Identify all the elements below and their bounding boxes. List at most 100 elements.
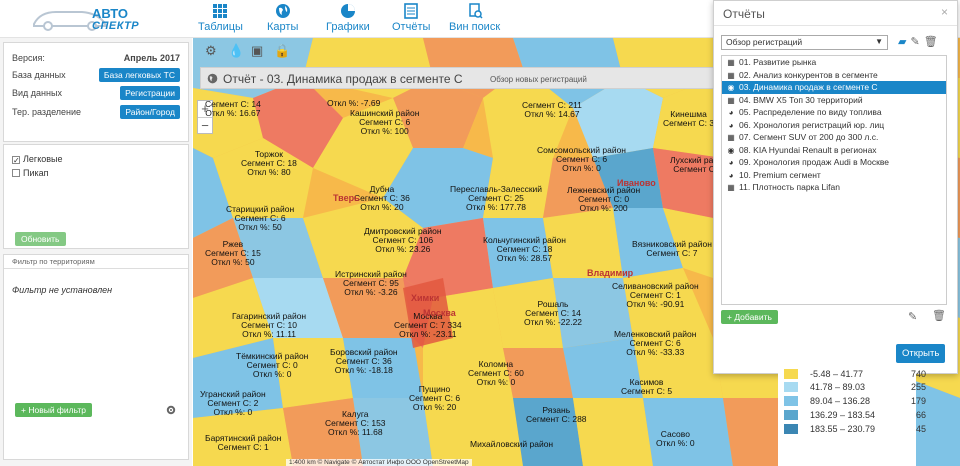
- report-group-select[interactable]: Обзор регистраций ▼: [721, 35, 888, 50]
- report-item[interactable]: ▦ 02. Анализ конкурентов в сегменте: [722, 69, 946, 82]
- report-title-bar: Отчёт - 03. Динамика продаж в сегменте С…: [200, 67, 720, 89]
- trash-icon[interactable]: 🗑: [932, 310, 946, 322]
- reports-title: Отчёты: [723, 7, 765, 21]
- pie-chart-icon: [340, 4, 355, 18]
- map-label[interactable]: Рошаль Сегмент С: 14 Откл %: -22.22: [524, 299, 583, 327]
- version-label: Версия:: [12, 53, 45, 63]
- city-label: Тверь: [333, 193, 360, 203]
- map-toolbar: ⚙ 💧 ▣ 🔒: [205, 44, 297, 62]
- map-label[interactable]: Сегмент С: 211 Откл %: 14.67: [522, 100, 582, 119]
- nav-charts[interactable]: Графики: [326, 3, 370, 33]
- report-item[interactable]: ▦ 01. Развитие рынка: [722, 56, 946, 69]
- map-label[interactable]: Кашинский район Сегмент С: 6 Откл %: 100: [350, 108, 420, 136]
- globe-icon: ◉: [727, 83, 735, 92]
- nav-maps[interactable]: Карты: [267, 3, 298, 33]
- drop-icon[interactable]: 💧: [228, 43, 245, 58]
- report-item[interactable]: ◕ 09. Хронология продаж Audi в Москве: [722, 156, 946, 169]
- map-label[interactable]: Угранский район Сегмент С: 2 Откл %: 0: [200, 389, 266, 417]
- map-label[interactable]: Кольчугинский район Сегмент С: 18 Откл %: …: [483, 235, 566, 263]
- checkbox-checked-icon[interactable]: ✓: [12, 156, 20, 165]
- report-item[interactable]: ◉ 08. KIA Hyundai Renault в регионах: [722, 144, 946, 157]
- map-label[interactable]: Михайловский район: [470, 439, 554, 449]
- database-button[interactable]: База легковых ТС: [98, 68, 180, 82]
- map-label[interactable]: Вязниковский район Сегмент С: 7: [632, 239, 712, 258]
- map-label[interactable]: Тёмкинский район Сегмент С: 0 Откл %: 0: [236, 351, 309, 379]
- gear-icon[interactable]: [166, 405, 176, 415]
- legend-swatch: [784, 396, 798, 406]
- map-label[interactable]: Рязань Сегмент С: 288: [526, 405, 587, 424]
- folder-add-icon[interactable]: ▰: [898, 36, 907, 48]
- report-item-selected[interactable]: ◉ 03. Динамика продаж в сегменте С: [722, 81, 946, 94]
- open-report-button[interactable]: Открыть: [896, 344, 946, 363]
- logo[interactable]: АВТО СПЕКТР: [30, 4, 140, 34]
- map-legend: -5.48 – 41.77 740 41.78 – 89.03 255 89.04 …: [778, 366, 926, 466]
- map-label[interactable]: Гагаринский район Сегмент С: 10 Откл %: 11…: [232, 311, 307, 339]
- globe-icon: [275, 4, 290, 18]
- new-filter-button[interactable]: + Новый фильтр: [15, 403, 93, 417]
- map-label[interactable]: Переславль-Залесский Сегмент С: 25 Откл %:…: [450, 184, 543, 212]
- map-label[interactable]: Сомсомольский район Сегмент С: 6 Откл %: 0: [537, 145, 627, 173]
- nav-tables-label: Таблицы: [198, 21, 243, 33]
- territory-button[interactable]: Район/Город: [120, 105, 180, 119]
- grid-icon: ▦: [727, 70, 735, 80]
- map-label[interactable]: Пущино Сегмент С: 6 Откл %: 20: [409, 384, 461, 412]
- report-item[interactable]: ◕ 06. Хронология регистраций юр. лиц: [722, 119, 946, 132]
- map-label[interactable]: Истринский район Сегмент С: 95 Откл %: -3.…: [335, 269, 407, 297]
- map-label[interactable]: Откл %: -7.69: [327, 98, 381, 108]
- grid-icon: ▦: [727, 95, 735, 105]
- map-label[interactable]: Старицкий район Сегмент С: 6 Откл %: 50: [226, 204, 295, 232]
- close-icon[interactable]: ×: [940, 5, 948, 19]
- pie-chart-icon: ◕: [728, 158, 734, 167]
- report-item[interactable]: ◕ 10. Premium сегмент: [722, 169, 946, 182]
- zoom-out-button[interactable]: −: [198, 117, 212, 133]
- report-item[interactable]: ▦ 11. Плотность парка Lifan: [722, 181, 946, 194]
- edit-icon[interactable]: ✎: [910, 36, 920, 48]
- settings-panel: Версия: Апрель 2017 База данных База лег…: [3, 42, 189, 142]
- map-label[interactable]: Калуга Сегмент С: 153 Откл %: 11.68: [325, 409, 386, 437]
- map-label[interactable]: Москва Сегмент С: 7 334 Откл %: -23.11: [394, 311, 462, 339]
- lock-icon[interactable]: 🔒: [274, 43, 291, 58]
- data-type-label: Вид данных: [12, 88, 62, 98]
- globe-icon: ◉: [727, 145, 735, 155]
- map-label[interactable]: Кинешма Сегмент С: 3: [663, 109, 715, 128]
- checkbox-pickup[interactable]: Пикап: [12, 168, 49, 178]
- map-label[interactable]: Торжок Сегмент С: 18 Откл %: 80: [241, 149, 297, 177]
- report-icon: [404, 3, 418, 19]
- map-label[interactable]: Сасово Откл %: 0: [656, 429, 695, 448]
- map-label[interactable]: Селивановский район Сегмент С: 1 Откл %: -…: [612, 281, 699, 309]
- add-report-button[interactable]: + Добавить: [721, 310, 778, 324]
- map-label[interactable]: Сегмент С: 14 Откл %: 16.67: [205, 99, 261, 118]
- zoom-in-button[interactable]: +: [201, 101, 209, 116]
- map-label[interactable]: Коломна Сегмент С: 60 Откл %: 0: [468, 359, 524, 387]
- globe-icon: [207, 73, 218, 84]
- map-label[interactable]: Лежневский район Сегмент С: 0 Откл %: 200: [567, 185, 641, 213]
- settings-icon[interactable]: ⚙: [205, 43, 217, 58]
- reports-list: ▦ 01. Развитие рынка ▦ 02. Анализ конкурен…: [721, 55, 947, 305]
- map-label[interactable]: Барятинский район Сегмент С: 1: [205, 433, 282, 452]
- report-item[interactable]: ▦ 07. Сегмент SUV от 200 до 300 л.с.: [722, 131, 946, 144]
- checkbox-empty-icon[interactable]: [12, 169, 20, 177]
- map-label[interactable]: Ржев Сегмент С: 15 Откл %: 50: [205, 239, 261, 267]
- map-label[interactable]: Дубна Сегмент С: 36 Откл %: 20: [354, 184, 410, 212]
- map-label[interactable]: Касимов Сегмент С: 5: [621, 377, 673, 396]
- refresh-button[interactable]: Обновить: [15, 232, 66, 246]
- data-type-button[interactable]: Регистрации: [120, 86, 180, 100]
- checkbox-passenger[interactable]: ✓ Легковые: [12, 154, 63, 165]
- version-value[interactable]: Апрель 2017: [123, 53, 180, 63]
- report-item[interactable]: ◕ 05. Распределение по виду топлива: [722, 106, 946, 119]
- pie-chart-icon: ◕: [728, 108, 734, 117]
- nav-tables[interactable]: Таблицы: [198, 3, 243, 33]
- nav-vin-search-label: Вин поиск: [449, 21, 501, 33]
- image-icon[interactable]: ▣: [251, 43, 264, 58]
- trash-icon[interactable]: 🗑: [923, 36, 938, 48]
- report-item[interactable]: ▦ 04. BMW X5 Топ 30 территорий: [722, 94, 946, 107]
- map-label[interactable]: Дмитровский район Сегмент С: 106 Откл %: 2…: [364, 226, 442, 254]
- map-label[interactable]: Меленковский район Сегмент С: 6 Откл %: -3…: [614, 329, 697, 357]
- edit-icon[interactable]: ✎: [908, 311, 918, 323]
- nav-vin-search[interactable]: Вин поиск: [449, 3, 500, 33]
- nav-charts-label: Графики: [326, 21, 370, 33]
- map-label[interactable]: Лухский район Сегмент С: 2: [670, 155, 728, 174]
- nav-reports[interactable]: Отчёты: [392, 3, 430, 33]
- map-label[interactable]: Боровский район Сегмент С: 36 Откл %: -18.…: [330, 347, 398, 375]
- car-logo-icon: [33, 11, 108, 31]
